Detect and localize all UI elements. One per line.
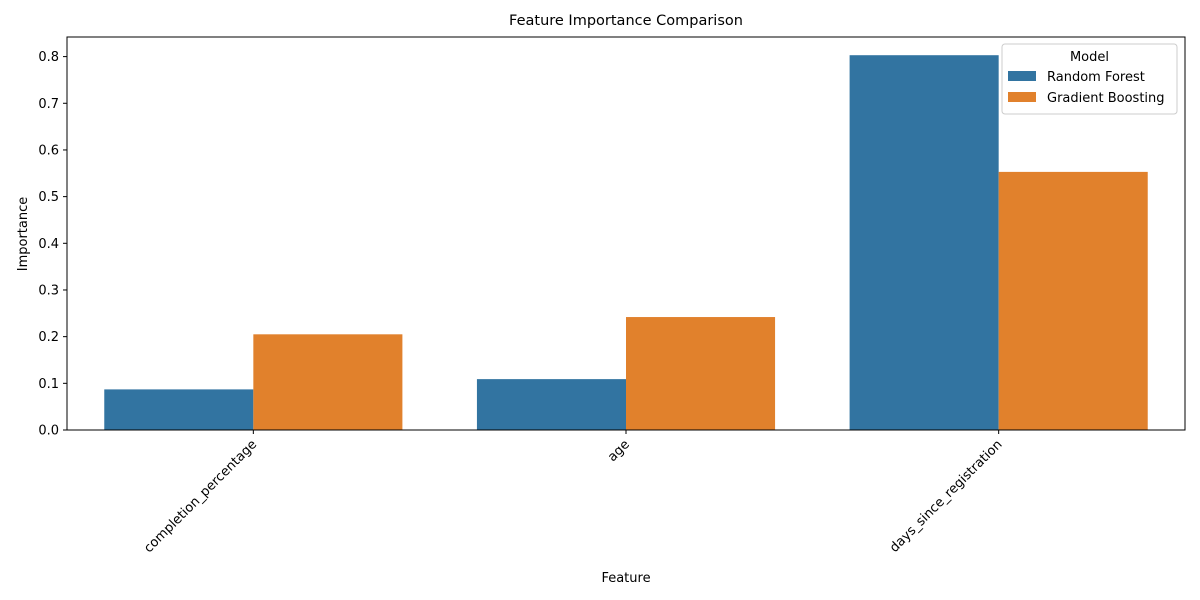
- y-axis-title: Importance: [16, 197, 31, 272]
- y-tick-label: 0.4: [38, 237, 59, 252]
- y-tick-label: 0.8: [38, 50, 59, 65]
- bar-gradient-boosting-completion_percentage: [253, 334, 403, 430]
- legend-label: Random Forest: [1047, 70, 1145, 85]
- bar-random-forest-completion_percentage: [104, 389, 254, 430]
- x-axis: completion_percentage age days_since_regis…: [141, 430, 1005, 556]
- x-tick-label: age: [605, 437, 633, 465]
- legend-items: Random Forest Gradient Boosting: [1008, 70, 1165, 106]
- y-tick-label: 0.1: [38, 377, 59, 392]
- y-axis: 0.0 0.1 0.2 0.3 0.4 0.5 0.6 0.7 0.8: [38, 50, 67, 439]
- chart-title: Feature Importance Comparison: [509, 13, 743, 29]
- y-tick-label: 0.6: [38, 143, 59, 158]
- x-tick-label: completion_percentage: [141, 437, 260, 556]
- bar-random-forest-days_since_registration: [849, 55, 999, 430]
- legend-title: Model: [1070, 50, 1109, 65]
- y-tick-label: 0.5: [38, 190, 59, 205]
- legend-frame: [1001, 43, 1178, 115]
- legend-swatch: [1008, 92, 1036, 102]
- bar-gradient-boosting-days_since_registration: [998, 171, 1148, 431]
- y-tick-label: 0.3: [38, 283, 59, 298]
- legend: Model Random Forest Gradient Boosting: [1001, 43, 1178, 115]
- y-tick-label: 0.0: [38, 424, 59, 439]
- bars-layer: [104, 55, 1148, 431]
- bar-random-forest-age: [476, 379, 626, 430]
- x-axis-title: Feature: [601, 571, 650, 586]
- x-tick-label: days_since_registration: [887, 437, 1005, 555]
- legend-swatch: [1008, 71, 1036, 81]
- bar-gradient-boosting-age: [626, 317, 776, 430]
- plot-frame: [66, 36, 1186, 431]
- y-tick-label: 0.7: [38, 97, 59, 112]
- legend-label: Gradient Boosting: [1047, 91, 1165, 106]
- y-tick-label: 0.2: [38, 330, 59, 345]
